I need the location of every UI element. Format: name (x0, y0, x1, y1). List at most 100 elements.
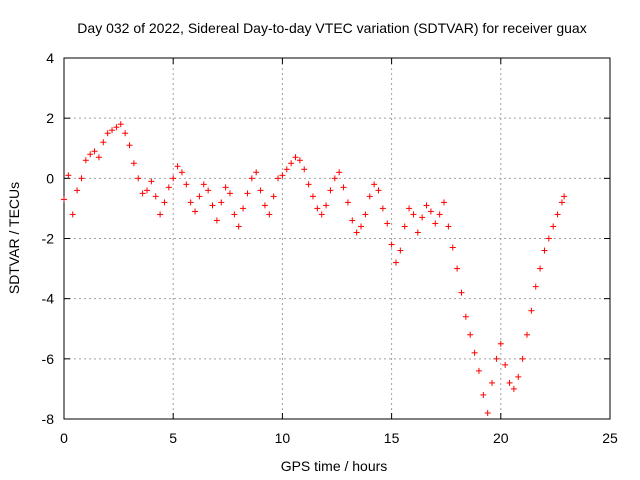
data-point (104, 130, 111, 137)
data-point (528, 307, 535, 314)
data-point (493, 355, 500, 362)
data-point (554, 211, 561, 218)
y-tick-labels: -8 -6 -4 -2 0 2 4 (42, 50, 55, 427)
data-point (414, 229, 421, 236)
data-point (296, 157, 303, 164)
y-tick-label: 0 (46, 170, 54, 186)
data-point (279, 172, 286, 179)
data-point (170, 175, 177, 182)
data-point (91, 148, 98, 155)
data-point (384, 220, 391, 227)
data-point (109, 127, 116, 134)
data-point (423, 202, 430, 209)
y-tick-label: -8 (42, 411, 55, 427)
data-point (261, 202, 268, 209)
data-point (100, 139, 107, 146)
data-point (502, 361, 509, 368)
data-point (248, 175, 255, 182)
data-point (327, 187, 334, 194)
data-point (178, 169, 185, 176)
data-point (74, 187, 81, 194)
data-point (301, 166, 308, 173)
grid (64, 58, 610, 419)
data-point (323, 202, 330, 209)
data-point (537, 265, 544, 272)
data-point (257, 187, 264, 194)
data-point (61, 196, 67, 203)
data-point (283, 166, 290, 173)
data-point (292, 154, 299, 161)
y-tick-label: -2 (42, 231, 55, 247)
data-point (130, 160, 137, 167)
data-point (497, 340, 504, 347)
data-point (484, 409, 491, 416)
data-point (406, 205, 413, 212)
data-point (340, 184, 347, 191)
data-point (349, 217, 356, 224)
x-tick-label: 25 (602, 430, 618, 446)
data-point (336, 169, 343, 176)
data-point (510, 385, 517, 392)
data-point (541, 247, 548, 254)
data-point (436, 211, 443, 218)
data-point (183, 181, 190, 188)
data-point (95, 154, 102, 161)
data-point (218, 199, 225, 206)
data-point (165, 184, 172, 191)
data-point (113, 124, 120, 131)
y-tick-label: 4 (46, 50, 54, 66)
data-point (454, 265, 461, 272)
data-point (427, 208, 434, 215)
data-point (515, 373, 522, 380)
data-point (122, 130, 129, 137)
data-point (410, 211, 417, 218)
x-tick-label: 10 (275, 430, 291, 446)
data-point (78, 175, 85, 182)
data-point (366, 193, 373, 200)
data-point (213, 217, 220, 224)
data-point (266, 211, 273, 218)
data-point (371, 181, 378, 188)
data-point (309, 193, 316, 200)
data-point (174, 163, 181, 170)
data-point (432, 220, 439, 227)
y-axis-label: SDTVAR / TECUs (6, 182, 22, 294)
data-point (449, 244, 456, 251)
x-tick-label: 15 (384, 430, 400, 446)
data-point (87, 151, 94, 158)
data-point (318, 211, 325, 218)
x-axis-label: GPS time / hours (281, 458, 388, 474)
data-point (209, 202, 216, 209)
data-point (200, 181, 207, 188)
data-point (458, 289, 465, 296)
data-point (480, 391, 487, 398)
data-point (222, 184, 229, 191)
data-point (344, 199, 351, 206)
data-point (489, 379, 496, 386)
x-tick-label: 5 (169, 430, 177, 446)
x-tick-label: 0 (60, 430, 68, 446)
data-point (69, 211, 76, 218)
data-point (135, 175, 142, 182)
data-point (314, 205, 321, 212)
data-point (445, 223, 452, 230)
data-point (275, 175, 282, 182)
data-point (205, 187, 212, 194)
data-point (226, 190, 233, 197)
data-point (441, 199, 448, 206)
data-point (253, 169, 260, 176)
data-point (196, 193, 203, 200)
data-point (358, 223, 365, 230)
data-point (305, 181, 312, 188)
data-point (288, 160, 295, 167)
data-point (362, 211, 369, 218)
data-point (519, 355, 526, 362)
data-point (561, 193, 568, 200)
y-tick-label: -6 (42, 351, 55, 367)
data-point (152, 193, 159, 200)
data-point (187, 199, 194, 206)
data-point (379, 205, 386, 212)
data-point (558, 199, 565, 206)
data-point (353, 229, 360, 236)
